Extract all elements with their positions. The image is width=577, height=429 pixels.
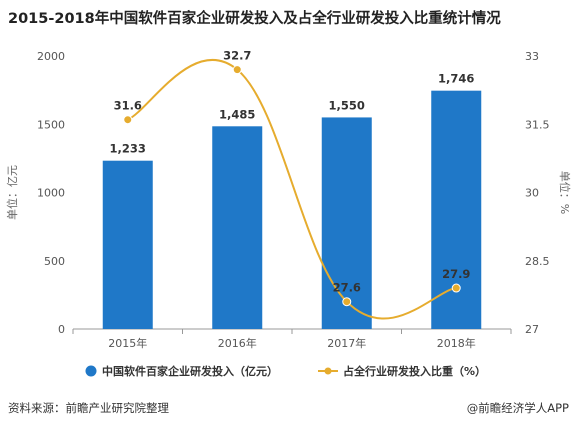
chart-title: 2015-2018年中国软件百家企业研发投入及占全行业研发投入比重统计情况 <box>8 9 501 27</box>
y2-tick-label: 27 <box>525 323 539 336</box>
y-tick-label: 500 <box>44 255 65 268</box>
ratio-series-line <box>127 59 457 320</box>
axes: 2015年 2016年 2017年 2018年 0 500 1000 1500 2000 27 28… <box>5 50 572 350</box>
x-tick-label: 2015年 <box>108 336 147 350</box>
y2-axis-label: 单位：% <box>558 171 572 214</box>
ratio-value-label: 31.6 <box>114 99 142 113</box>
x-tick-label: 2017年 <box>327 336 366 350</box>
ratio-point <box>123 115 133 125</box>
y2-tick-label: 31.5 <box>525 118 550 131</box>
x-tick-label: 2018年 <box>437 336 476 350</box>
bar-value-label: 1,550 <box>329 98 365 112</box>
legend-bar-label: 中国软件百家企业研发投入（亿元） <box>102 364 278 378</box>
y2-tick-label: 28.5 <box>525 255 550 268</box>
y-tick-label: 1500 <box>37 118 65 131</box>
ratio-point <box>342 297 352 307</box>
legend: 中国软件百家企业研发投入（亿元） 占全行业研发投入比重（%） <box>85 364 486 378</box>
x-tick-label: 2016年 <box>218 336 257 350</box>
ratio-point <box>232 65 242 75</box>
data-labels: 1,233 1,485 1,550 1,746 31.6 32.7 27.6 27.9 <box>110 49 475 295</box>
y-axis-label: 单位：亿元 <box>5 165 19 220</box>
brand-watermark: @前瞻经济学人APP <box>467 401 569 415</box>
legend-line-marker <box>324 367 332 375</box>
ratio-point <box>451 283 461 293</box>
y2-tick-label: 30 <box>525 187 539 200</box>
y-tick-label: 2000 <box>37 50 65 63</box>
y2-tick-label: 33 <box>525 50 539 63</box>
ratio-value-label: 32.7 <box>223 49 251 63</box>
bar-value-label: 1,746 <box>438 72 474 86</box>
ratio-value-label: 27.9 <box>442 267 470 281</box>
y-tick-label: 1000 <box>37 187 65 200</box>
bars <box>102 90 482 330</box>
bar <box>212 126 263 329</box>
legend-bar-marker <box>85 365 97 377</box>
y-tick-label: 0 <box>58 323 65 336</box>
bar <box>102 160 153 329</box>
bar-value-label: 1,485 <box>219 107 255 121</box>
bar <box>321 117 372 329</box>
ratio-value-label: 27.6 <box>333 281 361 295</box>
ratio-line <box>123 59 461 320</box>
bar-value-label: 1,233 <box>110 142 146 156</box>
bar <box>431 90 482 330</box>
legend-line-label: 占全行业研发投入比重（%） <box>343 364 486 378</box>
source-note: 资料来源：前瞻产业研究院整理 <box>8 401 169 415</box>
